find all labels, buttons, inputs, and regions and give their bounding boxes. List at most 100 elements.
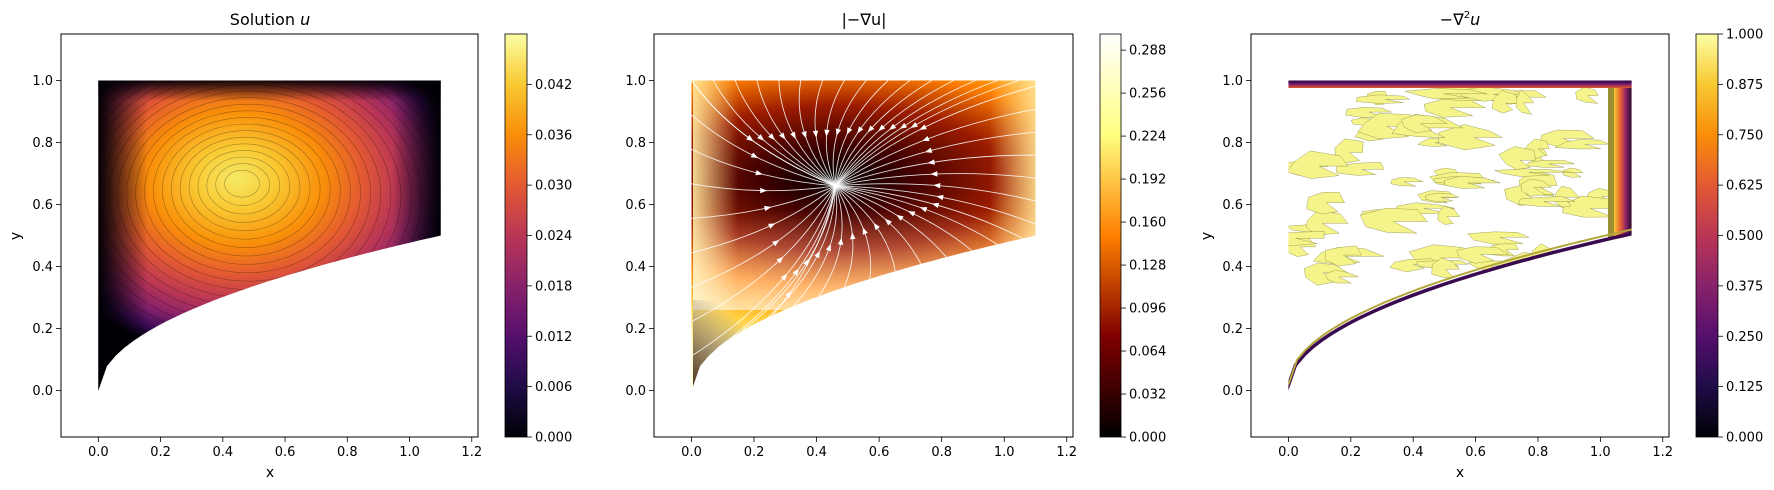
contour-line [179,136,311,240]
streamline-arrow [878,124,886,132]
streamline-arrow [924,147,933,153]
axes-frame-solution [60,33,479,438]
laplacian-patch [1355,94,1410,104]
colorbar-tick-label: 0.042 [535,78,572,93]
solution-edge-right [392,80,441,391]
colorbar-tick-label: 0.018 [535,279,572,294]
laplacian-patch [1424,192,1460,202]
colorbar-tick-label: 0.096 [1129,302,1166,317]
y-tick-label: 0.0 [32,384,53,399]
colorbar-solution-ticks: 0.000 0.006 0.012 0.018 0.024 0.030 0.036 0.042 [527,78,572,446]
laplacian-patch [1306,192,1345,215]
contour-line [224,169,260,198]
streamline-arrow [930,171,938,177]
y-tick-label: 0.8 [32,136,53,151]
colorbar-solution: 0.000 0.006 0.012 0.018 0.024 0.030 0.036 0.042 [504,33,572,446]
x-tick-label: 1.2 [1652,445,1673,460]
streamline-arrow [812,130,819,138]
y-tick-label: 0.8 [625,136,646,151]
colorbar-tick-label: 0.160 [1129,216,1166,231]
contour-line [215,163,270,206]
x-tick-label: 0.0 [1278,445,1299,460]
streamline-arrow [750,152,759,158]
y-tick-label: 0.0 [625,384,646,399]
x-tick-label: 0.4 [212,445,233,460]
colorbar-gradient-ticks: 0.000 0.032 0.064 0.096 0.128 0.160 0.192 0.224… [1121,44,1166,446]
streamline-arrow [850,232,856,240]
panel-laplacian: −∇2u x y 0.0 0.2 0.4 0.6 0.8 1.0 1.20.00.20.40… [1199,10,1763,481]
laplacian-patch [1534,270,1591,283]
streamline-arrow [803,258,810,267]
colorbar-laplacian-bar [1695,33,1719,438]
colorbar-tick-label: 0.000 [535,431,572,446]
contour-line [197,150,291,223]
streamline-arrow [790,131,796,139]
colorbar-tick-label: 0.224 [1129,130,1166,145]
title-solution: Solution u [230,10,310,29]
streamline-arrow [884,218,892,226]
contour-line [170,130,321,248]
y-tick-label: 0.6 [32,198,53,213]
laplacian-patch [1520,178,1553,197]
laplacian-patch [1443,176,1501,189]
laplacian-patch [1553,139,1610,150]
colorbar-gradient-bar [1099,33,1122,438]
laplacian-patch [1438,124,1503,151]
laplacian-bottom-edge [1288,232,1632,391]
laplacian-patch [1517,196,1576,207]
laplacian-bottom-edge-inner [1288,228,1632,385]
streamline-arrow [933,183,941,189]
contour-line [161,123,331,257]
laplacian-patch [1466,231,1530,245]
ticks-gradient: 0.0 0.2 0.4 0.6 0.8 1.0 1.2 0.0 0.2 0.4 0.6 0.8 1.0 [625,74,1077,460]
laplacian-patch [1515,89,1535,115]
streamline-arrow [780,273,788,281]
y-tick-label: 1.0 [625,74,646,89]
colorbar-tick-label: 0.625 [1726,179,1763,194]
colorbar-laplacian: 0.000 0.125 0.250 0.375 0.500 0.625 0.750 0.875… [1695,28,1763,446]
contour-line [206,156,281,215]
laplacian-top-edge [1288,80,1632,88]
streamline-arrow [919,207,928,213]
laplacian-patch [1359,208,1428,234]
colorbar-tick-label: 0.875 [1726,78,1763,93]
laplacian-patch [1324,245,1362,267]
streamline-arrow [785,290,792,298]
ylabel-solution: y [8,232,24,240]
solution-field [98,80,441,391]
colorbar-tick-label: 0.036 [535,128,572,143]
colorbar-tick-label: 0.192 [1129,173,1166,188]
x-tick-label: 0.4 [1403,445,1424,460]
laplacian-patch [1288,150,1349,179]
colorbar-laplacian-ticks: 0.000 0.125 0.250 0.375 0.500 0.625 0.750 0.875… [1718,28,1763,446]
laplacian-patch [1288,231,1325,247]
streamline-arrow [899,122,908,129]
streamline-arrow [837,237,844,246]
streamline-arrows [746,122,944,298]
y-tick-label: 1.0 [1222,74,1243,89]
laplacian-olive-band [1608,80,1614,391]
streamline-arrow [857,126,864,134]
colorbar-tick-label: 0.256 [1129,87,1166,102]
streamline-arrow [824,129,830,137]
streamline-arrow [896,214,904,221]
xlabel-laplacian: x [1456,465,1464,481]
contour-line [144,110,351,274]
xlabel-solution: x [266,465,274,481]
laplacian-patch [1304,262,1349,286]
streamline-arrow [814,250,820,259]
laplacian-patch [1528,264,1574,275]
y-tick-label: 0.8 [1222,136,1243,151]
streamline-arrow [757,134,765,141]
x-tick-label: 0.6 [1465,445,1486,460]
gradient-field [691,80,1036,391]
streamline-arrow [846,127,853,135]
y-tick-label: 0.6 [625,198,646,213]
laplacian-patch [1554,185,1580,208]
laplacian-patch [1400,114,1449,134]
y-tick-label: 0.2 [32,322,53,337]
streamline-arrow [910,122,918,128]
colorbar-tick-label: 0.000 [1726,431,1763,446]
streamline-arrow [768,133,775,141]
